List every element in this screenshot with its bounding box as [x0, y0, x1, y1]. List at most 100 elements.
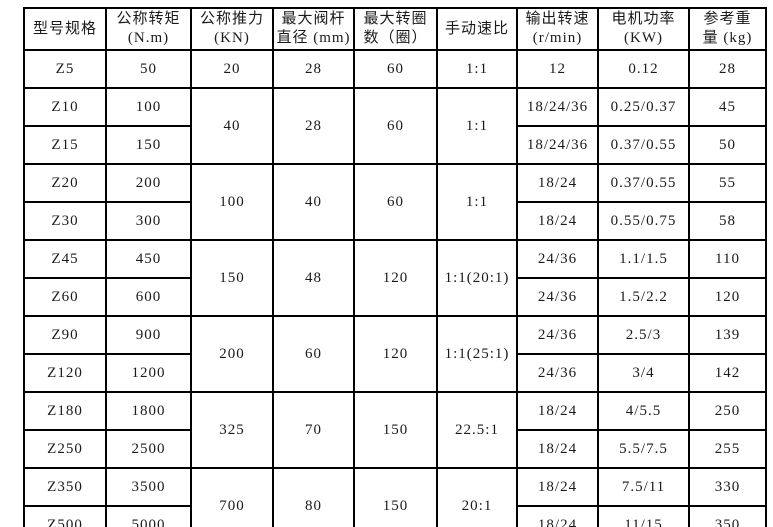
- table-cell: 60: [353, 49, 438, 89]
- table-cell: 142: [688, 353, 767, 393]
- table-row-z180: Z180 1800 325 70 150 22.5:1 18/24 4/5.5 250: [23, 391, 767, 469]
- table-cell: 150: [190, 239, 274, 317]
- table-cell: Z500: [23, 505, 107, 527]
- table-cell: 200: [105, 163, 192, 203]
- table-row-z45: Z45 450 150 48 120 1:1(20:1) 24/36 1.1/1.5 110: [23, 239, 767, 317]
- table-cell: 50: [688, 125, 767, 165]
- table-cell: 450: [105, 239, 192, 279]
- table-row-z500: Z500 5000 18/24 11/15 350: [23, 505, 767, 527]
- column-header-4: 最大转圈 数（圈）: [353, 7, 438, 51]
- table-cell: 12: [516, 49, 599, 89]
- table-cell: 40: [272, 163, 355, 241]
- table-cell: 11/15: [597, 505, 690, 527]
- column-header-1: 公称转矩 (N.m): [105, 7, 192, 51]
- table-cell: 250: [688, 391, 767, 431]
- table-cell: 28: [272, 87, 355, 165]
- table-row-z15: Z15 150 18/24/36 0.37/0.55 50: [23, 125, 767, 165]
- table-cell: 1:1: [436, 87, 518, 165]
- table-cell: 60: [353, 87, 438, 165]
- table-cell: 139: [688, 315, 767, 355]
- table-cell: 600: [105, 277, 192, 317]
- table-cell: 1:1: [436, 163, 518, 241]
- table-cell: Z120: [23, 353, 107, 393]
- table-row-z350: Z350 3500 700 80 150 20:1 18/24 7.5/11 330: [23, 467, 767, 527]
- table-cell: 20:1: [436, 467, 518, 527]
- table-cell: 2500: [105, 429, 192, 469]
- table-row-z90: Z90 900 200 60 120 1:1(25:1) 24/36 2.5/3 139: [23, 315, 767, 393]
- table-cell: Z30: [23, 201, 107, 241]
- table-cell: Z5: [23, 49, 107, 89]
- table-cell: 1.5/2.2: [597, 277, 690, 317]
- table-cell: 325: [190, 391, 274, 469]
- table-cell: 1:1(25:1): [436, 315, 518, 393]
- table-cell: 0.55/0.75: [597, 201, 690, 241]
- table-cell: 80: [272, 467, 355, 527]
- table-row-z60: Z60 600 24/36 1.5/2.2 120: [23, 277, 767, 317]
- table-cell: 22.5:1: [436, 391, 518, 469]
- table-cell: 110: [688, 239, 767, 279]
- table-cell: 7.5/11: [597, 467, 690, 507]
- table-row-z5: Z5 50 20 28 60 1:1 12 0.12 28: [23, 49, 767, 89]
- table-cell: 18/24: [516, 429, 599, 469]
- table-cell: 300: [105, 201, 192, 241]
- table-cell: 55: [688, 163, 767, 203]
- table-cell: 60: [353, 163, 438, 241]
- table-cell: 120: [353, 239, 438, 317]
- table-cell: 1800: [105, 391, 192, 431]
- table-cell: 18/24: [516, 163, 599, 203]
- table-body: Z5 50 20 28 60 1:1 12 0.12 28 Z10 100 40 28 60 1:1 18/2…: [23, 49, 767, 527]
- table-cell: 24/36: [516, 353, 599, 393]
- table-cell: 40: [190, 87, 274, 165]
- table-cell: 150: [353, 391, 438, 469]
- table-header: 型号规格 公称转矩 (N.m) 公称推力 (KN) 最大阀杆 直径 (mm) 最大转圈 …: [23, 7, 767, 51]
- table-cell: Z350: [23, 467, 107, 507]
- table-cell: 58: [688, 201, 767, 241]
- table-cell: 0.37/0.55: [597, 163, 690, 203]
- table-cell: 5000: [105, 505, 192, 527]
- table-cell: Z250: [23, 429, 107, 469]
- table-cell: 18/24/36: [516, 87, 599, 127]
- actuator-spec-table: 型号规格 公称转矩 (N.m) 公称推力 (KN) 最大阀杆 直径 (mm) 最大转圈 …: [23, 7, 767, 527]
- page: 型号规格 公称转矩 (N.m) 公称推力 (KN) 最大阀杆 直径 (mm) 最大转圈 …: [0, 7, 773, 527]
- table-cell: 24/36: [516, 277, 599, 317]
- table-cell: 150: [105, 125, 192, 165]
- table-cell: 0.25/0.37: [597, 87, 690, 127]
- table-cell: Z45: [23, 239, 107, 279]
- column-header-5: 手动速比: [436, 7, 518, 51]
- table-cell: 20: [190, 49, 274, 89]
- table-row-z250: Z250 2500 18/24 5.5/7.5 255: [23, 429, 767, 469]
- table-cell: 120: [688, 277, 767, 317]
- table-cell: 45: [688, 87, 767, 127]
- table-cell: Z20: [23, 163, 107, 203]
- table-cell: Z60: [23, 277, 107, 317]
- table-cell: 900: [105, 315, 192, 355]
- table-cell: 1:1: [436, 49, 518, 89]
- column-header-3: 最大阀杆 直径 (mm): [272, 7, 355, 51]
- column-header-2: 公称推力 (KN): [190, 7, 274, 51]
- table-cell: 18/24: [516, 467, 599, 507]
- table-cell: Z15: [23, 125, 107, 165]
- table-cell: 0.12: [597, 49, 690, 89]
- table-cell: 28: [688, 49, 767, 89]
- table-cell: 18/24: [516, 505, 599, 527]
- table-cell: 1:1(20:1): [436, 239, 518, 317]
- table-cell: Z10: [23, 87, 107, 127]
- table-cell: Z180: [23, 391, 107, 431]
- table-cell: 2.5/3: [597, 315, 690, 355]
- table-cell: 60: [272, 315, 355, 393]
- table-cell: 700: [190, 467, 274, 527]
- table-cell: 3500: [105, 467, 192, 507]
- table-row-z30: Z30 300 18/24 0.55/0.75 58: [23, 201, 767, 241]
- table-cell: 100: [190, 163, 274, 241]
- table-cell: 3/4: [597, 353, 690, 393]
- column-header-0: 型号规格: [23, 7, 107, 51]
- table-cell: 0.37/0.55: [597, 125, 690, 165]
- table-cell: 48: [272, 239, 355, 317]
- table-cell: 18/24: [516, 391, 599, 431]
- table-cell: 28: [272, 49, 355, 89]
- table-cell: 255: [688, 429, 767, 469]
- table-cell: 120: [353, 315, 438, 393]
- table-cell: 4/5.5: [597, 391, 690, 431]
- table-row-z120: Z120 1200 24/36 3/4 142: [23, 353, 767, 393]
- table-cell: 50: [105, 49, 192, 89]
